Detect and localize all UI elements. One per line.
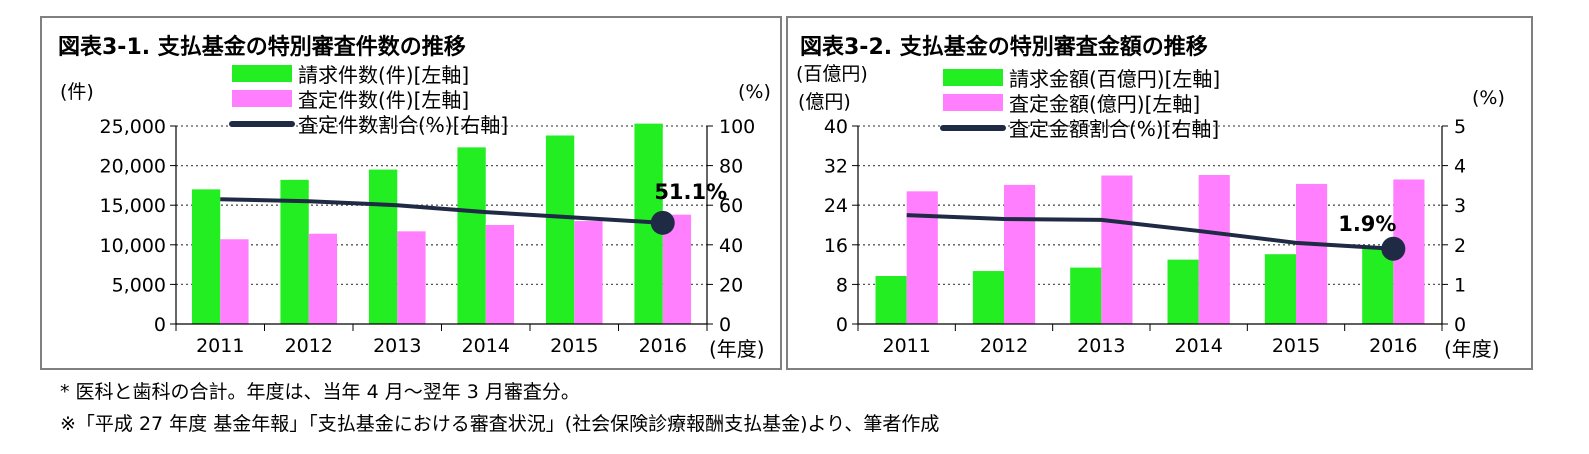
legend-swatch xyxy=(943,94,1003,111)
left-axis-tick-label: 20,000 xyxy=(100,156,166,178)
left-axis-tick-label: 24 xyxy=(824,195,848,217)
left-axis-tick-label: 5,000 xyxy=(112,274,166,296)
x-axis-tick-label: 2012 xyxy=(980,335,1028,357)
x-axis-tick-label: 2011 xyxy=(196,335,244,357)
right-axis-tick-label: 80 xyxy=(719,156,743,178)
legend-swatch xyxy=(232,65,292,82)
right-axis-tick-label: 40 xyxy=(719,235,743,257)
bar-request xyxy=(280,179,309,324)
chart-title: 図表3-1. 支払基金の特別審査件数の推移 xyxy=(58,34,466,60)
x-axis-tick-label: 2012 xyxy=(285,335,333,357)
x-axis-tick-label: 2016 xyxy=(639,335,687,357)
x-axis-tick-label: 2013 xyxy=(1077,335,1125,357)
bar-request xyxy=(972,271,1004,324)
chart-panel-claims-amount: 図表3-2. 支払基金の特別審査金額の推移 0 8 16 24 32 40 0 1 2 3 4 5 201… xyxy=(786,16,1533,370)
chart-claims-count: 図表3-1. 支払基金の特別審査件数の推移 0 5,000 10,000 15,000 2… xyxy=(58,34,771,361)
bar-assessed xyxy=(1296,183,1328,324)
legend-swatch xyxy=(943,69,1003,86)
right-axis-tick-label: 2 xyxy=(1454,235,1466,257)
legend-label: 査定金額割合(%)[右軸] xyxy=(1009,117,1219,141)
bar-request xyxy=(1264,254,1296,324)
x-axis-unit: (年度) xyxy=(709,337,765,361)
legend-swatch xyxy=(232,90,292,107)
left-axis-tick-label: 0 xyxy=(154,314,166,336)
legend-label: 査定金額(億円)[左軸] xyxy=(1009,92,1200,116)
bar-assessed xyxy=(1198,175,1230,324)
left-axis-tick-label: 40 xyxy=(824,116,848,138)
ratio-data-label: 1.9% xyxy=(1338,212,1396,236)
bar-request xyxy=(1362,248,1394,324)
bar-assessed xyxy=(1004,184,1036,324)
left-axis-unit-2: (億円) xyxy=(798,91,851,113)
ratio-line xyxy=(220,197,663,225)
bar-request xyxy=(875,275,907,324)
left-axis-tick-label: 8 xyxy=(836,274,848,296)
x-axis-tick-label: 2013 xyxy=(373,335,421,357)
bar-request xyxy=(1070,267,1102,324)
ratio-data-label: 51.1% xyxy=(654,180,727,204)
right-axis-tick-label: 0 xyxy=(1454,314,1466,336)
bar-assessed xyxy=(308,233,338,324)
chart-claims-amount: 図表3-2. 支払基金の特別審査金額の推移 0 8 16 24 32 40 0 1 2 3 4 5 201… xyxy=(796,34,1505,361)
bar-assessed xyxy=(1101,175,1133,324)
chart-panel-claims-count: 図表3-1. 支払基金の特別審査件数の推移 0 5,000 10,000 15,000 2… xyxy=(40,16,782,370)
right-axis-tick-label: 0 xyxy=(719,314,731,336)
right-axis-unit: (%) xyxy=(1472,87,1505,109)
x-axis-tick-label: 2011 xyxy=(882,335,930,357)
x-axis-tick-label: 2014 xyxy=(1174,335,1222,357)
footnote-source: ※「平成 27 年度 基金年報」「支払基金における審査状況」(社会保険診療報酬支… xyxy=(60,413,940,435)
left-axis-tick-label: 32 xyxy=(824,156,848,178)
left-axis-unit: (百億円) xyxy=(796,63,868,85)
x-axis-tick-label: 2016 xyxy=(1369,335,1417,357)
right-axis-tick-label: 100 xyxy=(719,116,755,138)
ratio-line xyxy=(906,213,1394,251)
ratio-marker xyxy=(1381,236,1406,261)
legend-label: 査定件数割合(%)[右軸] xyxy=(298,113,508,137)
bar-request xyxy=(545,135,575,324)
bar-assessed xyxy=(485,225,515,324)
right-axis-unit: (%) xyxy=(738,81,771,103)
bar-assessed xyxy=(906,191,938,324)
x-axis-tick-label: 2015 xyxy=(1272,335,1320,357)
legend-label: 査定件数(件)[左軸] xyxy=(298,88,469,112)
legend-label: 請求金額(百億円)[左軸] xyxy=(1009,67,1220,91)
bar-request xyxy=(457,147,486,324)
legend-label: 請求件数(件)[左軸] xyxy=(298,63,469,87)
left-axis-tick-label: 15,000 xyxy=(100,195,166,217)
x-axis-unit: (年度) xyxy=(1444,337,1500,361)
left-axis-tick-label: 16 xyxy=(824,235,848,257)
right-axis-tick-label: 3 xyxy=(1454,195,1466,217)
left-axis-tick-label: 0 xyxy=(836,314,848,336)
bar-assessed xyxy=(574,221,603,324)
x-axis-tick-label: 2015 xyxy=(550,335,598,357)
bar-request xyxy=(368,169,398,324)
right-axis-tick-label: 4 xyxy=(1454,156,1466,178)
x-axis-tick-label: 2014 xyxy=(462,335,510,357)
right-axis-tick-label: 60 xyxy=(719,195,743,217)
bar-assessed xyxy=(220,239,249,324)
left-axis-tick-label: 25,000 xyxy=(100,116,166,138)
bar-assessed xyxy=(397,231,426,324)
right-axis-tick-label: 5 xyxy=(1454,116,1466,138)
right-axis-tick-label: 1 xyxy=(1454,274,1466,296)
left-axis-unit: (件) xyxy=(60,81,94,103)
ratio-marker xyxy=(650,210,675,235)
right-axis-tick-label: 20 xyxy=(719,274,743,296)
chart-title: 図表3-2. 支払基金の特別審査金額の推移 xyxy=(800,34,1208,60)
footnote-definition: * 医科と歯科の合計。年度は、当年 4 月～翌年 3 月審査分。 xyxy=(60,381,580,403)
bar-request xyxy=(1167,259,1199,324)
bar-request xyxy=(191,189,221,324)
left-axis-tick-label: 10,000 xyxy=(100,235,166,257)
